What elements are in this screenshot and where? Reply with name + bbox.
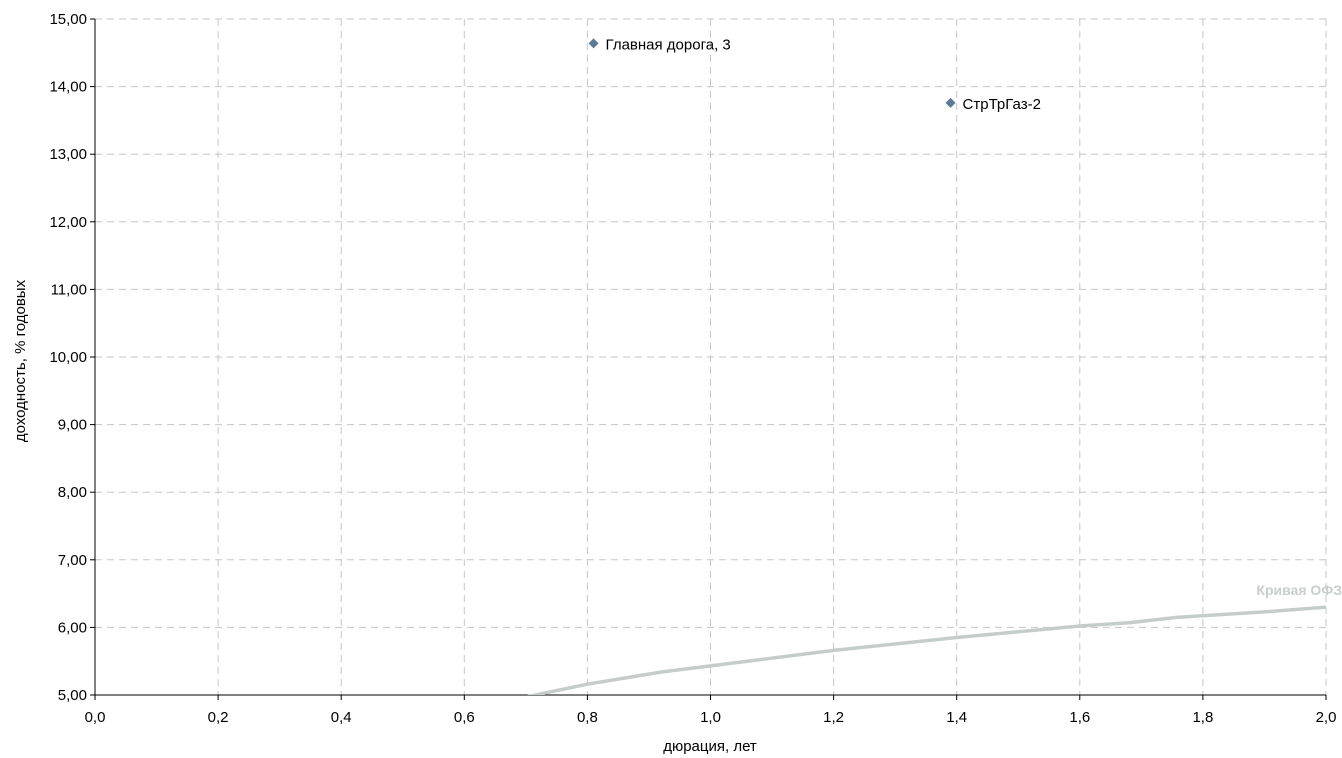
- x-tick-label: 1,4: [946, 709, 967, 726]
- ofz-curve: Кривая ОФЗ: [526, 582, 1342, 695]
- x-tick-label: 1,2: [823, 709, 844, 726]
- y-axis-label: доходность, % годовых: [12, 279, 29, 442]
- y-tick-label: 13,00: [49, 146, 87, 163]
- y-tick-label: 15,00: [49, 11, 87, 28]
- x-tick-label: 0,2: [208, 709, 229, 726]
- x-tick-label: 0,6: [454, 709, 475, 726]
- x-axis-label: дюрация, лет: [663, 738, 757, 755]
- ofz-curve-line: [526, 605, 1326, 695]
- axes: [90, 18, 1327, 700]
- x-tick-label: 1,6: [1069, 709, 1090, 726]
- y-tick-label: 9,00: [58, 417, 87, 434]
- y-tick-label: 10,00: [49, 349, 87, 366]
- y-tick-label: 6,00: [58, 619, 87, 636]
- y-tick-label: 8,00: [58, 484, 87, 501]
- data-point-label: Главная дорога, 3: [606, 36, 731, 53]
- x-tick-label: 1,8: [1192, 709, 1213, 726]
- y-tick-label: 12,00: [49, 214, 87, 231]
- y-tick-label: 5,00: [58, 687, 87, 704]
- x-tick-label: 0,4: [331, 709, 352, 726]
- y-tick-label: 14,00: [49, 79, 87, 96]
- data-point-label: СтрТрГаз-2: [963, 96, 1041, 113]
- data-point-marker: [588, 38, 599, 49]
- x-tick-labels: 0,0 0,2 0,4 0,6 0,8 1,0 1,2 1,4 1,6 1,8 2,0: [85, 709, 1337, 726]
- y-tick-label: 11,00: [51, 281, 87, 298]
- grid-lines: [95, 18, 1327, 695]
- data-points: Главная дорога, 3 СтрТрГаз-2: [588, 36, 1041, 113]
- x-tick-label: 0,0: [85, 709, 106, 726]
- x-tick-label: 2,0: [1316, 709, 1337, 726]
- x-tick-label: 1,0: [700, 709, 721, 726]
- data-point-marker: [945, 97, 956, 108]
- x-tick-label: 0,8: [577, 709, 598, 726]
- y-tick-label: 7,00: [58, 552, 87, 569]
- y-tick-labels: 5,00 6,00 7,00 8,00 9,00 10,00 11,00 12,00 13,00…: [49, 11, 87, 704]
- ofz-curve-label: Кривая ОФЗ: [1256, 582, 1342, 598]
